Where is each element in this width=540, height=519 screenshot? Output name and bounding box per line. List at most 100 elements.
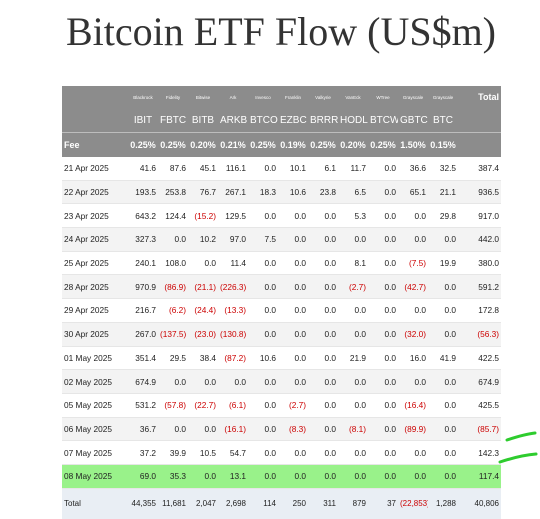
flow-cell: 0.0 <box>248 417 278 442</box>
flow-cell: 0.0 <box>308 440 338 465</box>
flow-cell: (89.9) <box>398 417 428 442</box>
flow-cell: 0.0 <box>368 369 398 394</box>
flow-cell: 0.0 <box>428 298 458 323</box>
flow-cell: 13.1 <box>218 464 248 489</box>
issuer-cell: Franklin <box>278 86 308 108</box>
flow-cell: 23.8 <box>308 180 338 205</box>
date-cell: 22 Apr 2025 <box>62 180 128 205</box>
fee-cell: 0.20% <box>188 132 218 157</box>
date-cell: 01 May 2025 <box>62 346 128 371</box>
flow-cell: 69.0 <box>128 464 158 489</box>
flow-cell: 0.0 <box>338 464 368 489</box>
issuer-cell: Blackrock <box>128 86 158 108</box>
fee-cell: 0.15% <box>428 132 458 157</box>
row-total-cell: 591.2 <box>458 274 501 300</box>
ticker-cell: BTC <box>428 108 458 133</box>
table-row: 01 May 2025 351.4 29.5 38.4 (87.2) 10.6 0.0 0.0… <box>62 346 501 371</box>
flow-cell: 0.0 <box>308 369 338 394</box>
flow-cell: 7.5 <box>248 227 278 252</box>
flow-cell: 0.0 <box>278 251 308 276</box>
flow-cell: 0.0 <box>308 203 338 229</box>
flow-cell: 0.0 <box>428 227 458 252</box>
flow-cell: (8.3) <box>278 417 308 442</box>
date-cell: 06 May 2025 <box>62 417 128 442</box>
row-total-cell: 917.0 <box>458 203 501 229</box>
header-blank-cell <box>62 86 128 108</box>
row-total-cell: 425.5 <box>458 393 501 418</box>
fee-cell: 0.25% <box>248 132 278 157</box>
flow-cell: 0.0 <box>308 417 338 442</box>
flow-cell: 0.0 <box>188 417 218 442</box>
ticker-cell: GBTC <box>398 108 428 133</box>
flow-cell: 0.0 <box>308 274 338 300</box>
table-row: 30 Apr 2025 267.0 (137.5) (23.0) (130.8) 0.0 0… <box>62 322 501 347</box>
flow-cell: 0.0 <box>428 440 458 465</box>
flow-cell: 674.9 <box>128 369 158 394</box>
flow-cell: 21.9 <box>338 346 368 371</box>
flow-cell: 0.0 <box>248 440 278 465</box>
flow-cell: 0.0 <box>368 251 398 276</box>
flow-cell: 18.3 <box>248 180 278 205</box>
flow-cell: 0.0 <box>368 417 398 442</box>
date-cell: 21 Apr 2025 <box>62 157 128 181</box>
flow-cell: (8.1) <box>338 417 368 442</box>
flow-cell: 108.0 <box>158 251 188 276</box>
flow-cell: (23.0) <box>188 322 218 347</box>
flow-cell: 37.2 <box>128 440 158 465</box>
flow-table-body: 21 Apr 2025 41.6 87.6 45.1 116.1 0.0 10.1 6.1 11… <box>62 157 501 489</box>
flow-cell: 0.0 <box>428 464 458 489</box>
flow-cell: (32.0) <box>398 322 428 347</box>
flow-cell: 0.0 <box>368 227 398 252</box>
fee-cell: 1.50% <box>398 132 428 157</box>
flow-cell: (15.2) <box>188 203 218 229</box>
flow-cell: 643.2 <box>128 203 158 229</box>
flow-cell: 10.5 <box>188 440 218 465</box>
date-cell: 30 Apr 2025 <box>62 322 128 347</box>
row-total-cell: (85.7) <box>458 417 501 442</box>
flow-cell: 0.0 <box>368 346 398 371</box>
flow-cell: 5.3 <box>338 203 368 229</box>
flow-cell: 0.0 <box>368 298 398 323</box>
flow-cell: 0.0 <box>308 251 338 276</box>
flow-cell: (137.5) <box>158 322 188 347</box>
fee-cell: 0.25% <box>158 132 188 157</box>
flow-cell: (6.1) <box>218 393 248 418</box>
flow-cell: 0.0 <box>248 203 278 229</box>
flow-cell: 0.0 <box>338 369 368 394</box>
flow-cell: 0.0 <box>188 464 218 489</box>
header-blank-cell <box>458 132 501 157</box>
table-row: 29 Apr 2025 216.7 (6.2) (24.4) (13.3) 0.0 0.0 0… <box>62 298 501 323</box>
ticker-cell: BTCW <box>368 108 398 133</box>
flow-cell: 0.0 <box>338 227 368 252</box>
flow-cell: (130.8) <box>218 322 248 347</box>
ticker-cell: BTCO <box>248 108 278 133</box>
flow-cell: 0.0 <box>278 274 308 300</box>
flow-cell: 8.1 <box>338 251 368 276</box>
flow-cell: 6.1 <box>308 157 338 181</box>
flow-cell: 10.6 <box>278 180 308 205</box>
issuer-cell: Fidelity <box>158 86 188 108</box>
row-total-cell: 936.5 <box>458 180 501 205</box>
table-row: 07 May 2025 37.2 39.9 10.5 54.7 0.0 0.0 0.0 0.0 0… <box>62 440 501 465</box>
flow-cell: 970.9 <box>128 274 158 300</box>
flow-cell: 0.0 <box>428 274 458 300</box>
etf-flow-table: Blackrock Fidelity Bitwise Ark Invesco F… <box>62 86 501 519</box>
flow-cell: 0.0 <box>368 464 398 489</box>
flow-cell: 0.0 <box>278 322 308 347</box>
flow-cell: 76.7 <box>188 180 218 205</box>
ticker-header-row: IBIT FBTC BITB ARKB BTCO EZBC BRRR HODL … <box>62 108 501 133</box>
flow-cell: 129.5 <box>218 203 248 229</box>
table-row: 21 Apr 2025 41.6 87.6 45.1 116.1 0.0 10.1 6.1 11… <box>62 157 501 181</box>
flow-cell: 0.0 <box>368 274 398 300</box>
flow-cell: 0.0 <box>278 298 308 323</box>
flow-cell: 38.4 <box>188 346 218 371</box>
row-total-cell: 172.8 <box>458 298 501 323</box>
flow-cell: 0.0 <box>248 298 278 323</box>
flow-cell: 0.0 <box>278 346 308 371</box>
flow-cell: 193.5 <box>128 180 158 205</box>
flow-cell: 19.9 <box>428 251 458 276</box>
issuer-cell: Invesco <box>248 86 278 108</box>
fee-cell: 0.25% <box>368 132 398 157</box>
date-cell: 25 Apr 2025 <box>62 251 128 276</box>
ticker-cell: FBTC <box>158 108 188 133</box>
